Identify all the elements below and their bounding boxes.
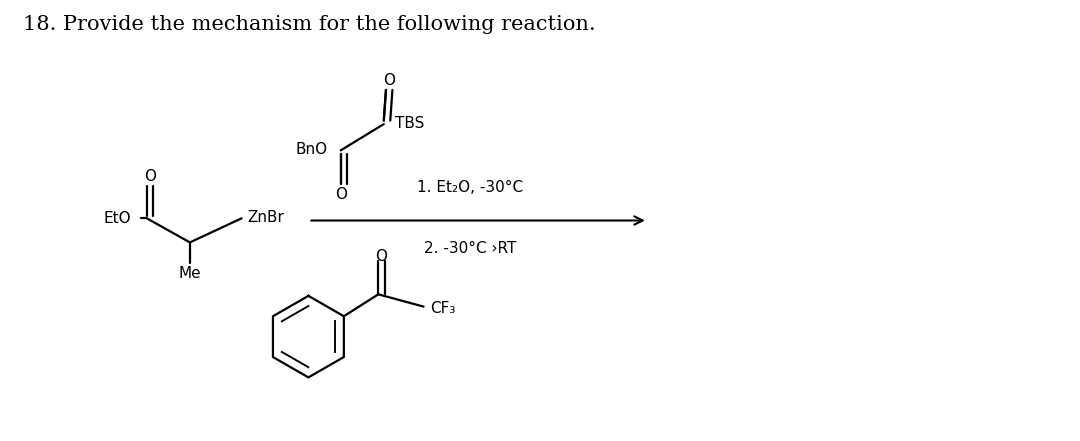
Text: O: O — [376, 249, 388, 264]
Text: 2. -30°C ›RT: 2. -30°C ›RT — [423, 242, 516, 257]
Text: EtO: EtO — [103, 211, 131, 226]
Text: 1. Et₂O, -30°C: 1. Et₂O, -30°C — [417, 180, 523, 195]
Text: BnO: BnO — [296, 142, 328, 157]
Text: TBS: TBS — [394, 116, 424, 131]
Text: ZnBr: ZnBr — [247, 210, 284, 225]
Text: O: O — [383, 73, 395, 88]
Text: Me: Me — [178, 265, 201, 280]
Text: O: O — [335, 187, 347, 202]
Text: O: O — [144, 169, 156, 184]
Text: CF₃: CF₃ — [430, 301, 456, 316]
Text: 18. Provide the mechanism for the following reaction.: 18. Provide the mechanism for the follow… — [23, 15, 595, 34]
